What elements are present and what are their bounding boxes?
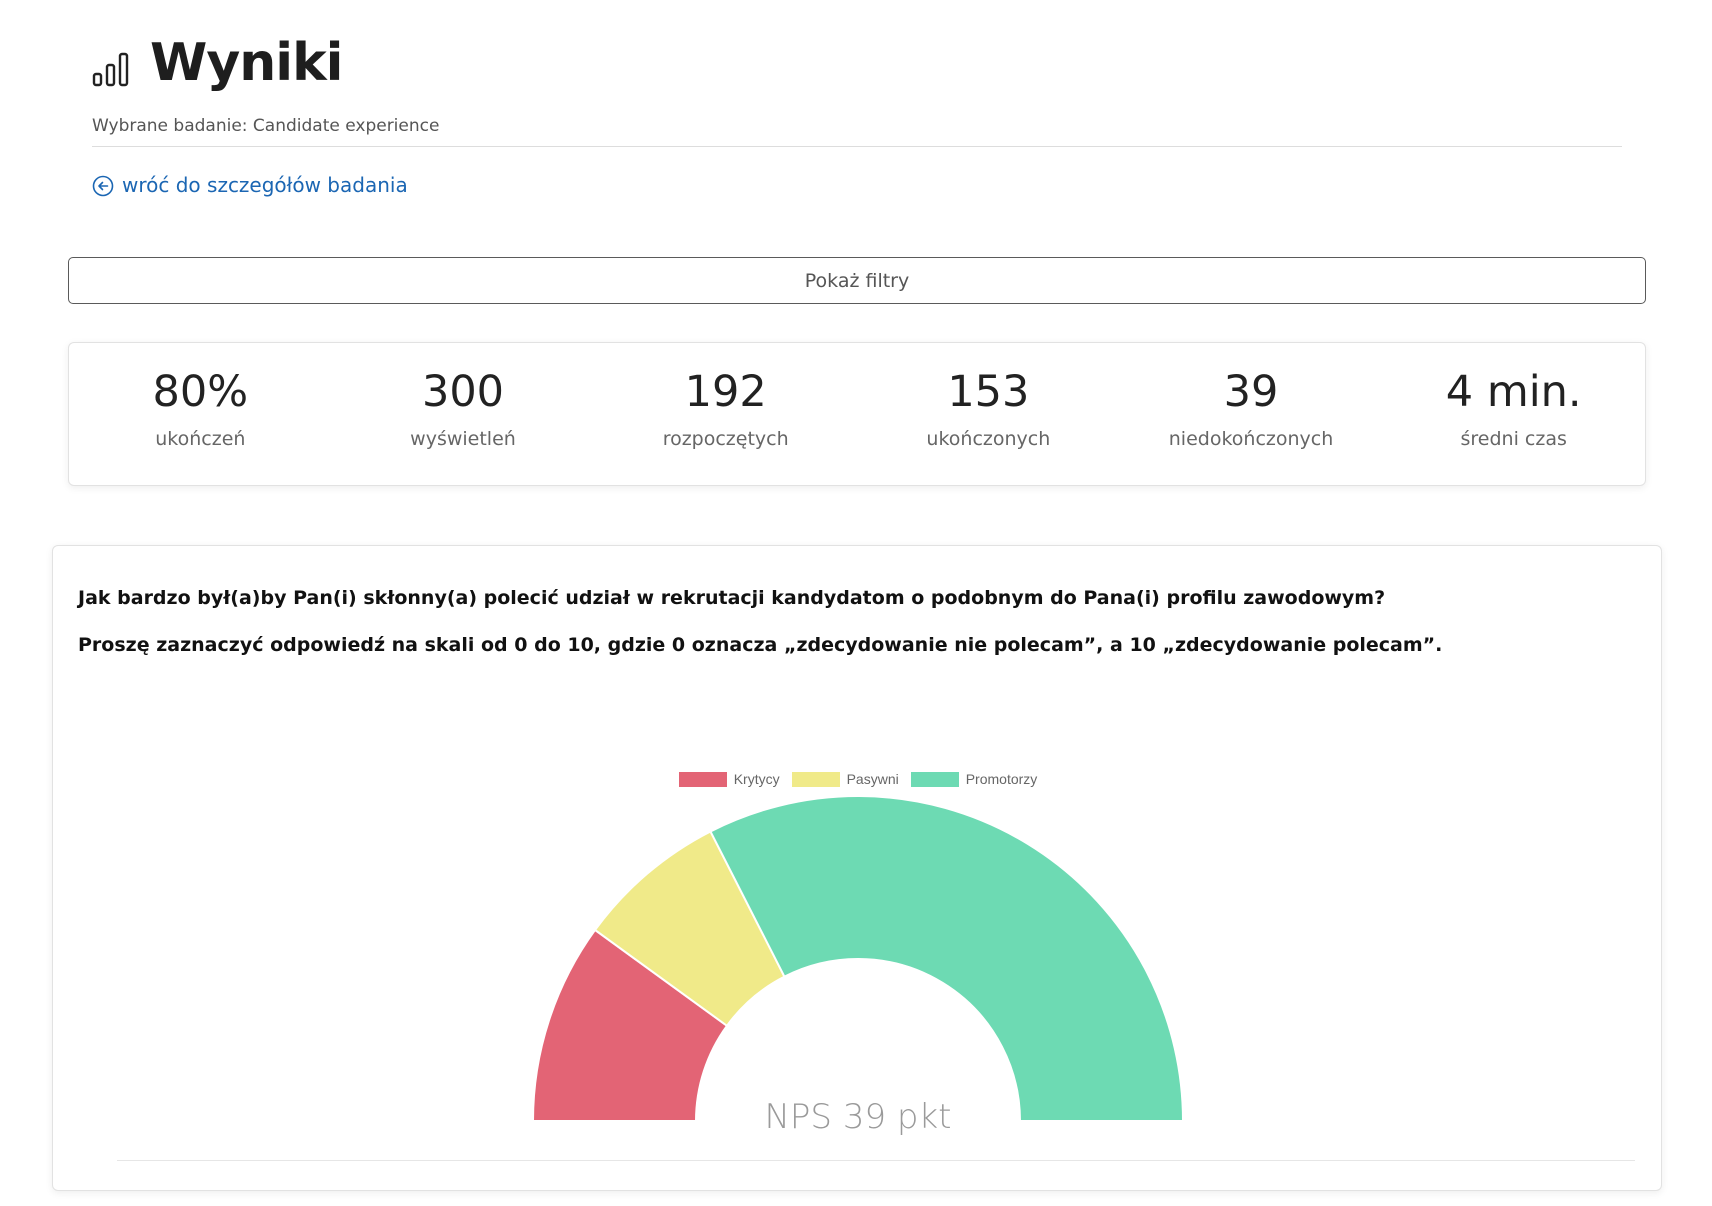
stat-completion-rate: 80% ukończeń bbox=[69, 343, 332, 485]
stat-label: średni czas bbox=[1460, 428, 1567, 451]
legend-swatch bbox=[678, 771, 727, 787]
stat-views: 300 wyświetleń bbox=[332, 343, 595, 485]
page-title: Wyniki bbox=[150, 33, 344, 93]
card-footer-divider bbox=[117, 1160, 1635, 1161]
slice-promotorzy[interactable] bbox=[709, 796, 1185, 1122]
legend-item-promoters[interactable]: Promotorzy bbox=[910, 771, 1038, 787]
show-filters-button[interactable]: Pokaż filtry bbox=[68, 257, 1646, 304]
stat-average-time: 4 min. średni czas bbox=[1382, 343, 1645, 485]
question-line-2: Proszę zaznaczyć odpowiedź na skali od 0… bbox=[78, 633, 1443, 656]
circle-arrow-left-icon bbox=[92, 175, 114, 197]
question-card: Jak bardzo był(a)by Pan(i) skłonny(a) po… bbox=[52, 545, 1662, 1191]
stat-unfinished: 39 niedokończonych bbox=[1120, 343, 1383, 485]
stat-value: 300 bbox=[421, 367, 505, 417]
nps-half-doughnut-chart: NPS 39 pkt bbox=[531, 796, 1185, 1136]
back-link-label: wróć do szczegółów badania bbox=[122, 173, 408, 197]
chart-slices bbox=[531, 796, 1185, 1122]
stats-card: 80% ukończeń 300 wyświetleń 192 rozpoczę… bbox=[68, 342, 1646, 486]
stat-label: wyświetleń bbox=[410, 428, 516, 451]
legend-swatch bbox=[791, 771, 840, 787]
selected-survey-subtitle: Wybrane badanie: Candidate experience bbox=[92, 116, 440, 136]
stat-value: 80% bbox=[152, 367, 249, 417]
back-to-survey-details-link[interactable]: wróć do szczegółów badania bbox=[92, 173, 408, 197]
legend-item-passives[interactable]: Pasywni bbox=[791, 771, 899, 787]
header-divider bbox=[92, 146, 1622, 147]
question-line-1: Jak bardzo był(a)by Pan(i) skłonny(a) po… bbox=[78, 587, 1386, 609]
legend-label: Pasywni bbox=[846, 771, 899, 787]
nps-center-label: NPS 39 pkt bbox=[765, 1097, 952, 1136]
stat-started: 192 rozpoczętych bbox=[594, 343, 857, 485]
stat-value: 4 min. bbox=[1445, 367, 1582, 417]
bar-chart-icon bbox=[92, 52, 129, 87]
page-header: Wyniki Wybrane badanie: Candidate experi… bbox=[92, 30, 1622, 201]
question-text: Jak bardzo był(a)by Pan(i) skłonny(a) po… bbox=[78, 586, 1618, 657]
stat-label: ukończonych bbox=[926, 428, 1051, 451]
stat-value: 39 bbox=[1223, 367, 1279, 417]
legend-label: Promotorzy bbox=[965, 771, 1038, 787]
stat-label: ukończeń bbox=[155, 428, 246, 451]
legend-label: Krytycy bbox=[733, 771, 780, 787]
legend-swatch bbox=[910, 771, 959, 787]
stat-completed: 153 ukończonych bbox=[857, 343, 1120, 485]
stat-label: niedokończonych bbox=[1168, 428, 1334, 451]
stat-value: 192 bbox=[684, 367, 767, 417]
chart-legend: Krytycy Pasywni Promotorzy bbox=[53, 771, 1663, 787]
stat-value: 153 bbox=[947, 367, 1030, 417]
legend-item-critics[interactable]: Krytycy bbox=[678, 771, 780, 787]
stat-label: rozpoczętych bbox=[662, 428, 789, 451]
title-row: Wyniki bbox=[92, 30, 1622, 96]
